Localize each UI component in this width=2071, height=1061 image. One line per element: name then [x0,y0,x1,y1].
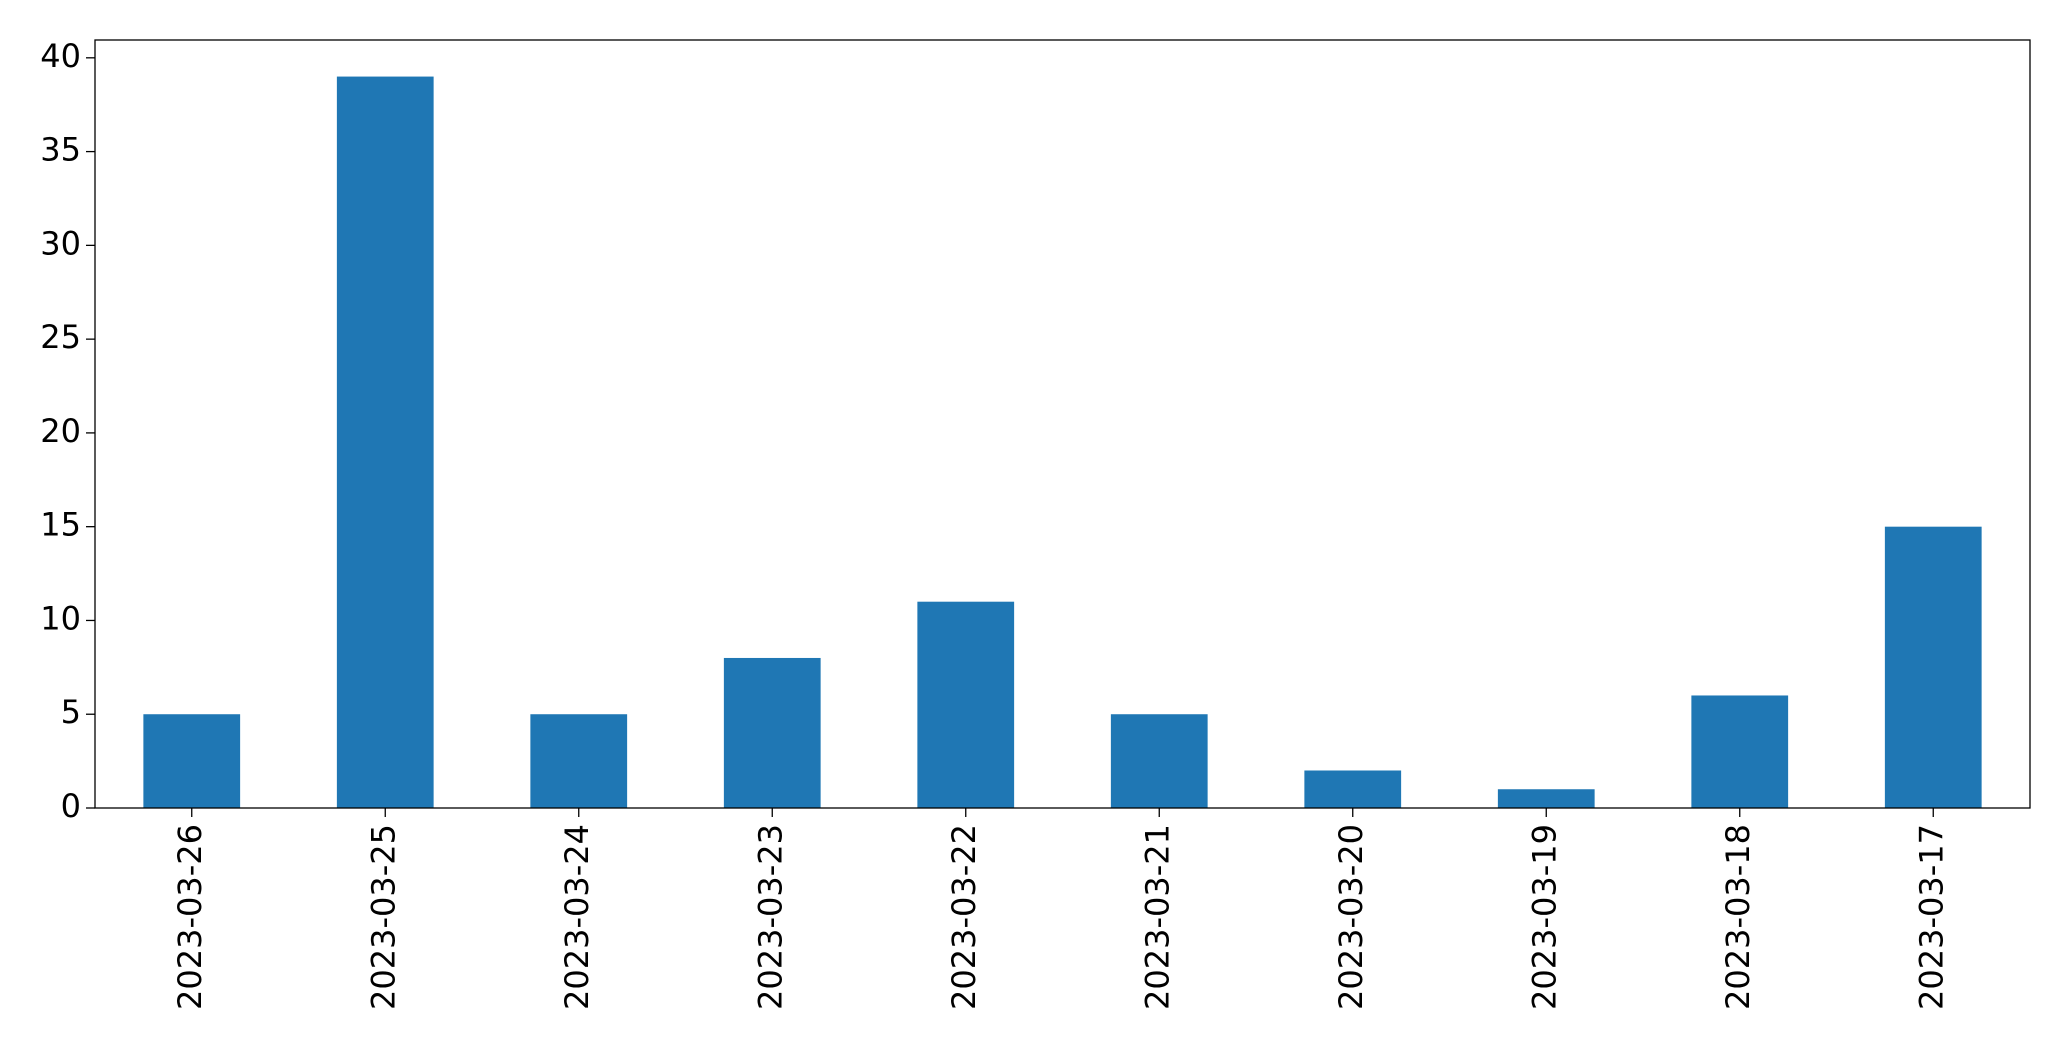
y-tick-label: 0 [61,787,81,825]
y-tick-label: 20 [40,412,81,450]
x-tick-label: 2023-03-19 [1525,824,1563,1010]
x-tick-label: 2023-03-25 [364,824,402,1010]
x-tick-label: 2023-03-21 [1138,824,1176,1010]
x-tick-label: 2023-03-24 [558,824,596,1010]
x-tick-label: 2023-03-22 [945,824,983,1010]
bar [917,601,1015,808]
bar [530,714,628,808]
bar [1497,789,1595,808]
bar [1884,526,1982,808]
y-tick-label: 15 [40,506,81,544]
y-tick-label: 5 [61,693,81,731]
x-tick-label: 2023-03-18 [1719,824,1757,1010]
bar [1304,770,1402,808]
x-tick-label: 2023-03-17 [1912,824,1950,1010]
bar [1110,714,1208,808]
y-tick-label: 30 [40,224,81,262]
x-tick-label: 2023-03-20 [1332,824,1370,1010]
bar [723,657,821,808]
plot-frame [94,39,2031,809]
bar [143,714,241,808]
x-tick-label: 2023-03-23 [751,824,789,1010]
y-tick-label: 35 [40,131,81,169]
y-tick-label: 25 [40,318,81,356]
y-tick-label: 40 [40,37,81,75]
bar [1691,695,1789,808]
y-tick-label: 10 [40,599,81,637]
x-tick-label: 2023-03-26 [171,824,209,1010]
bar [336,76,434,809]
